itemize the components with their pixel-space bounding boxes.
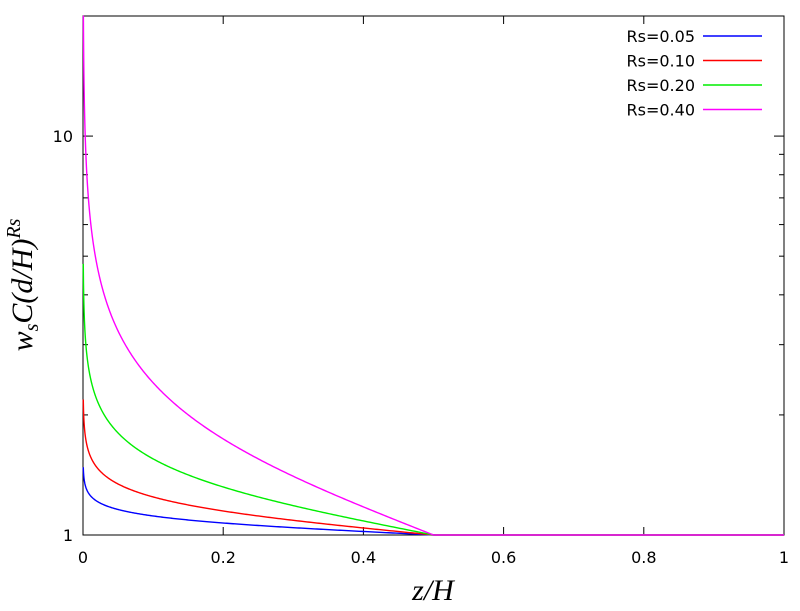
y-axis-title-sup: Rs bbox=[3, 218, 25, 239]
axis-ticks: 0 0.2 0.4 0.6 0.8 1 1 10 bbox=[53, 16, 789, 567]
legend-label-3: Rs=0.40 bbox=[627, 101, 695, 120]
series-line-0 bbox=[82, 467, 784, 536]
series-line-3 bbox=[82, 15, 784, 536]
legend-label-1: Rs=0.10 bbox=[627, 52, 695, 71]
y-tick-label: 1 bbox=[63, 526, 73, 545]
y-axis-title-mid: C(d/H) bbox=[6, 239, 39, 324]
y-axis-title-base: w bbox=[6, 331, 39, 351]
x-tick-label: 0.8 bbox=[631, 548, 656, 567]
x-axis-title: z/H bbox=[411, 574, 456, 607]
y-axis-title: wsC(d/H)Rs bbox=[3, 218, 43, 351]
x-tick-label: 0.6 bbox=[491, 548, 516, 567]
series-line-2 bbox=[82, 263, 784, 536]
x-tick-label: 0.4 bbox=[351, 548, 376, 567]
series-line-1 bbox=[82, 399, 784, 536]
series-lines bbox=[82, 15, 784, 536]
legend-label-0: Rs=0.05 bbox=[627, 27, 695, 46]
legend: Rs=0.05 Rs=0.10 Rs=0.20 Rs=0.40 bbox=[627, 27, 762, 120]
y-tick-label: 10 bbox=[53, 127, 73, 146]
legend-label-2: Rs=0.20 bbox=[627, 76, 695, 95]
y-axis-title-sub: s bbox=[21, 323, 43, 331]
x-tick-label: 1 bbox=[779, 548, 789, 567]
x-tick-label: 0 bbox=[78, 548, 88, 567]
x-tick-label: 0.2 bbox=[210, 548, 235, 567]
